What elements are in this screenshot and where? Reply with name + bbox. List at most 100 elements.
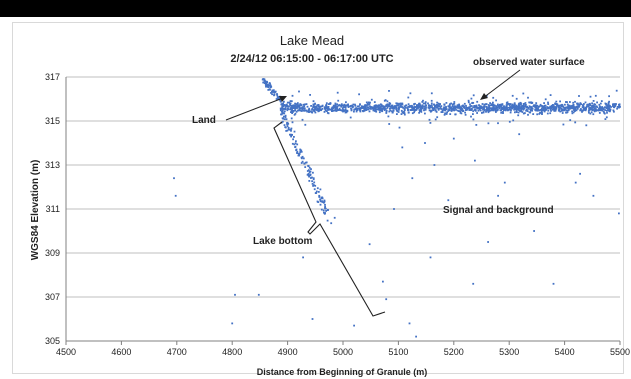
data-point (583, 109, 586, 111)
data-point (523, 105, 526, 108)
data-point (539, 108, 542, 111)
data-point (350, 107, 352, 110)
data-point (391, 104, 394, 107)
data-point (327, 209, 329, 211)
data-point (520, 102, 522, 105)
data-point (478, 106, 481, 109)
data-point (421, 101, 424, 103)
data-point (314, 111, 317, 114)
data-point (295, 110, 298, 113)
data-point (547, 101, 549, 104)
data-point (487, 104, 490, 106)
data-point (475, 124, 478, 126)
data-point (497, 194, 499, 197)
data-point (365, 101, 368, 104)
data-point (291, 107, 294, 110)
data-point (300, 150, 303, 153)
data-point (279, 109, 282, 112)
data-point (452, 108, 455, 111)
data-point (613, 110, 615, 113)
data-point (312, 171, 314, 174)
data-point (462, 104, 464, 107)
data-point (557, 104, 560, 107)
data-point (431, 106, 433, 108)
data-point (286, 101, 289, 104)
data-point (264, 82, 267, 85)
data-point (305, 103, 308, 105)
data-point (450, 102, 452, 105)
data-point (275, 98, 278, 100)
data-point (427, 106, 430, 109)
data-point (503, 107, 506, 110)
data-point (295, 140, 297, 143)
data-point (363, 109, 366, 112)
data-point (463, 105, 466, 108)
x-tick-4900: 4900 (278, 347, 298, 357)
data-point (593, 110, 596, 113)
data-point (313, 188, 316, 191)
data-point (489, 104, 492, 107)
data-point (606, 111, 608, 114)
data-point (336, 105, 339, 108)
data-point (476, 100, 479, 103)
data-point (417, 107, 419, 109)
data-point (448, 104, 451, 107)
data-point (572, 101, 575, 104)
data-point (518, 133, 521, 136)
data-point (538, 109, 541, 112)
data-point (321, 196, 324, 199)
data-point (602, 107, 605, 110)
data-point (589, 104, 592, 106)
data-point (578, 95, 580, 97)
data-point (403, 108, 406, 110)
data-point (439, 107, 441, 110)
y-tick-labels: 305 307 309 311 313 315 317 (45, 72, 60, 346)
data-point (293, 143, 296, 146)
data-point (487, 109, 489, 112)
data-point (284, 126, 287, 129)
data-point (452, 137, 455, 140)
data-point (508, 103, 510, 105)
data-point (607, 107, 610, 110)
x-tick-4600: 4600 (111, 347, 131, 357)
data-point (599, 107, 602, 110)
data-point (372, 109, 375, 111)
data-point (472, 110, 475, 113)
data-point (286, 129, 289, 132)
data-point (359, 109, 362, 111)
data-point (435, 104, 438, 106)
data-point (515, 104, 518, 107)
data-point (345, 101, 347, 104)
data-point (283, 118, 286, 121)
data-point (399, 105, 402, 108)
data-point (543, 107, 546, 110)
data-point (296, 106, 298, 109)
data-point (581, 106, 584, 108)
data-point (358, 107, 360, 110)
data-point (587, 110, 590, 112)
data-point (300, 104, 303, 106)
data-point (599, 102, 602, 105)
data-point (492, 107, 494, 109)
x-tick-5500: 5500 (610, 347, 630, 357)
data-point (344, 109, 347, 112)
data-point (285, 105, 287, 108)
data-point (587, 103, 590, 106)
data-point (291, 112, 293, 114)
data-point (591, 102, 593, 105)
data-point (515, 97, 518, 100)
data-point (514, 103, 516, 106)
data-point (423, 107, 426, 110)
data-point (549, 112, 552, 115)
data-point (552, 104, 554, 106)
data-point (535, 106, 538, 109)
data-point (608, 109, 610, 112)
data-point (451, 105, 454, 108)
data-point (424, 102, 427, 105)
data-point (320, 105, 322, 108)
data-point (290, 100, 293, 103)
data-point (463, 106, 465, 109)
data-point (334, 108, 337, 110)
data-point (354, 104, 357, 107)
data-point (375, 110, 378, 113)
